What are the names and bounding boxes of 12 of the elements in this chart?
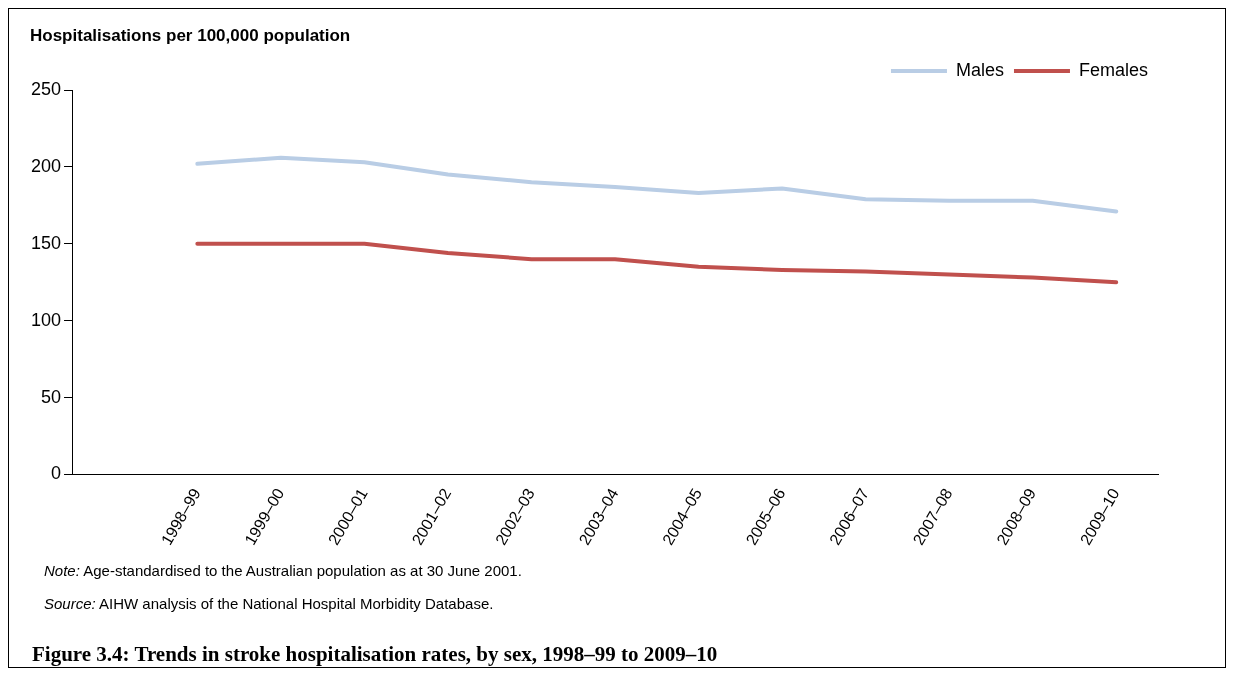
y-tick-label: 150 xyxy=(30,232,62,253)
y-tick-label: 0 xyxy=(51,463,62,484)
y-tick-label: 200 xyxy=(30,155,62,176)
legend-label: Males xyxy=(955,59,1004,80)
text: Note: Age-standardised to the Australian population as at 30 June 2001. xyxy=(44,562,522,579)
text: Figure 3.4: Trends in stroke hospitalisation rates, by sex, 1998–99 to 2009–10 xyxy=(32,642,718,667)
y-tick-label: 50 xyxy=(41,386,62,407)
y-tick-label: 100 xyxy=(30,309,62,330)
legend-label: Females xyxy=(1078,59,1149,80)
source-note: Source: AIHW analysis of the National Hospital Morbidity Database. xyxy=(44,595,495,612)
y-axis-title: Hospitalisations per 100,000 population xyxy=(30,26,351,46)
y-tick-label: 250 xyxy=(30,78,62,99)
